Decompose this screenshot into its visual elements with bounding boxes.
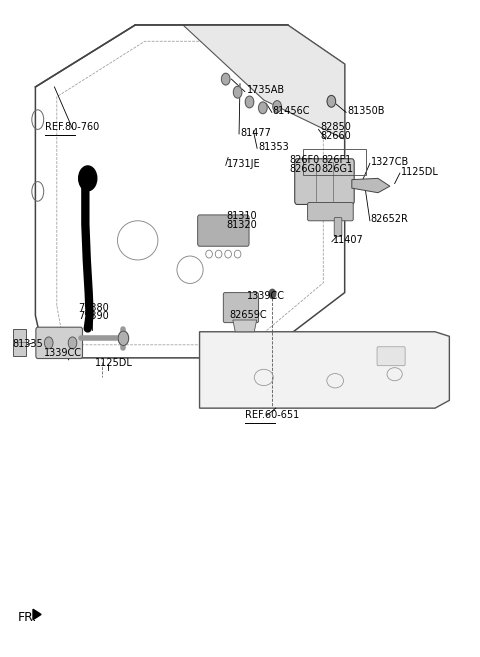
- Text: 81335: 81335: [12, 338, 43, 348]
- FancyBboxPatch shape: [198, 215, 249, 246]
- Text: 826F1: 826F1: [321, 155, 351, 165]
- Polygon shape: [352, 178, 390, 193]
- Polygon shape: [200, 332, 449, 408]
- Circle shape: [259, 102, 267, 114]
- Text: 82659C: 82659C: [229, 311, 267, 321]
- Circle shape: [327, 95, 336, 107]
- Text: 1731JE: 1731JE: [227, 159, 260, 169]
- FancyBboxPatch shape: [36, 327, 83, 359]
- Text: 826F0: 826F0: [289, 155, 319, 165]
- Text: 1125DL: 1125DL: [401, 167, 439, 177]
- Circle shape: [79, 166, 97, 191]
- Polygon shape: [12, 328, 26, 356]
- Text: FR.: FR.: [17, 610, 36, 623]
- Polygon shape: [33, 609, 41, 620]
- Circle shape: [233, 86, 242, 98]
- Text: 79380: 79380: [78, 303, 109, 313]
- Text: 79390: 79390: [78, 311, 109, 321]
- Text: 81350B: 81350B: [347, 106, 384, 116]
- FancyBboxPatch shape: [377, 347, 405, 366]
- FancyBboxPatch shape: [308, 202, 353, 221]
- Text: 81456C: 81456C: [272, 106, 310, 116]
- Text: 81353: 81353: [258, 142, 289, 152]
- FancyBboxPatch shape: [295, 159, 354, 204]
- Text: 81320: 81320: [227, 219, 257, 230]
- FancyBboxPatch shape: [334, 217, 342, 237]
- Text: REF.80-760: REF.80-760: [45, 122, 99, 133]
- Text: REF.60-651: REF.60-651: [245, 410, 299, 420]
- Text: 81477: 81477: [240, 127, 271, 138]
- Text: 82652R: 82652R: [371, 214, 409, 224]
- Text: 11407: 11407: [333, 235, 363, 245]
- Circle shape: [273, 101, 281, 112]
- Circle shape: [269, 289, 276, 298]
- Text: 1735AB: 1735AB: [247, 85, 285, 95]
- Polygon shape: [233, 320, 257, 332]
- Text: 1327CB: 1327CB: [371, 157, 409, 167]
- Text: 82660: 82660: [320, 131, 351, 141]
- FancyBboxPatch shape: [223, 292, 259, 323]
- Text: 1125DL: 1125DL: [95, 358, 133, 368]
- Circle shape: [45, 337, 53, 349]
- Text: 826G0: 826G0: [289, 164, 321, 173]
- Text: 1339CC: 1339CC: [247, 291, 285, 301]
- Polygon shape: [183, 25, 345, 139]
- Text: 826G1: 826G1: [321, 164, 353, 173]
- Text: 81310: 81310: [227, 211, 257, 221]
- Circle shape: [68, 337, 77, 349]
- Circle shape: [221, 73, 230, 85]
- Circle shape: [245, 96, 254, 108]
- Text: 1339CC: 1339CC: [44, 348, 82, 358]
- Circle shape: [118, 331, 129, 346]
- Text: 82850: 82850: [320, 122, 351, 133]
